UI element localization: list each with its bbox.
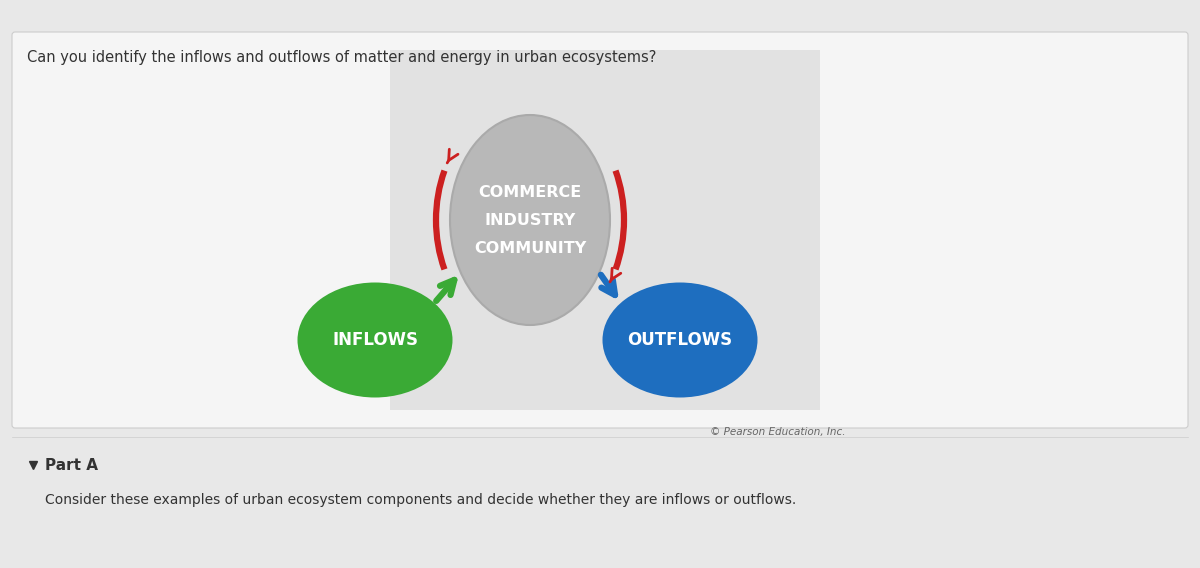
- Text: © Pearson Education, Inc.: © Pearson Education, Inc.: [710, 428, 846, 437]
- Text: Part A: Part A: [46, 457, 98, 473]
- FancyBboxPatch shape: [390, 50, 820, 410]
- Text: Consider these examples of urban ecosystem components and decide whether they ar: Consider these examples of urban ecosyst…: [46, 493, 797, 507]
- FancyBboxPatch shape: [12, 32, 1188, 428]
- Text: INFLOWS: INFLOWS: [332, 331, 418, 349]
- Text: COMMERCE: COMMERCE: [479, 185, 582, 199]
- Ellipse shape: [602, 282, 757, 398]
- Text: OUTFLOWS: OUTFLOWS: [628, 331, 732, 349]
- Text: Can you identify the inflows and outflows of matter and energy in urban ecosyste: Can you identify the inflows and outflow…: [28, 49, 656, 65]
- Ellipse shape: [298, 282, 452, 398]
- Ellipse shape: [450, 115, 610, 325]
- Text: COMMUNITY: COMMUNITY: [474, 240, 586, 256]
- Text: INDUSTRY: INDUSTRY: [485, 212, 576, 228]
